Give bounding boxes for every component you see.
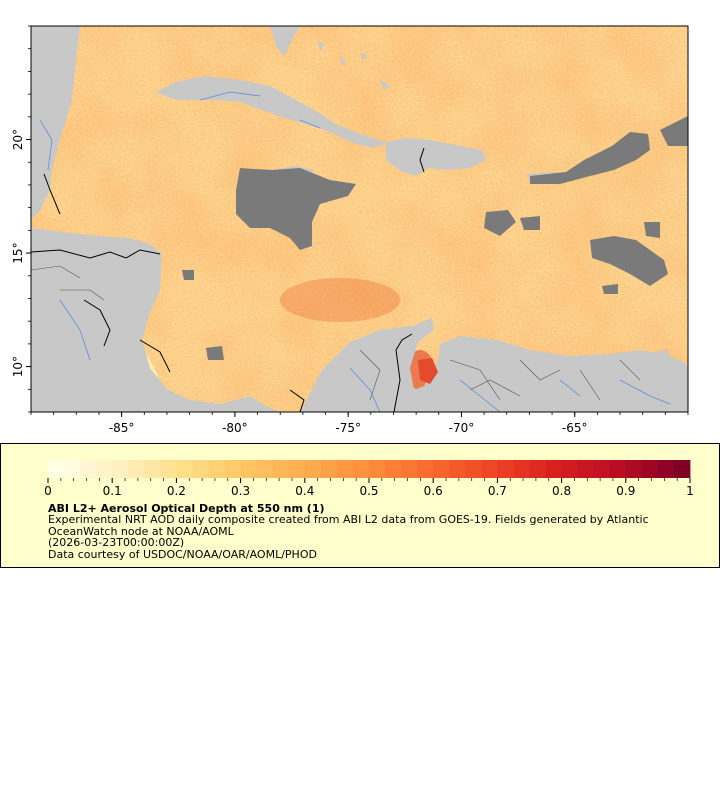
colorbar-swatch bbox=[593, 460, 611, 478]
legend-line-3: (2026-03-23T00:00:00Z) bbox=[48, 536, 185, 549]
colorbar-tick-label: 0 bbox=[44, 484, 52, 498]
legend-line-2: OceanWatch node at NOAA/AOML bbox=[48, 524, 234, 538]
land-bahamas bbox=[318, 40, 390, 90]
x-tick-label: -70° bbox=[449, 421, 475, 435]
legend-title: ABI L2+ Aerosol Optical Depth at 550 nm … bbox=[48, 502, 325, 515]
missing-data-area bbox=[484, 210, 540, 236]
colorbar-tick-label: 0.6 bbox=[424, 484, 443, 498]
colorbar-tick-label: 0.1 bbox=[103, 484, 122, 498]
colorbar-swatch bbox=[417, 460, 434, 478]
colorbar-swatch bbox=[385, 460, 402, 478]
map-frame bbox=[30, 25, 689, 413]
land-central-america bbox=[31, 26, 280, 412]
missing-data-area bbox=[530, 132, 650, 184]
x-axis: -85° -80° -75° -70° -65° bbox=[30, 412, 689, 435]
legend-description: Experimental NRT AOD daily composite cre… bbox=[48, 514, 688, 560]
y-tick-label: 20° bbox=[11, 129, 25, 150]
colorbar-swatch bbox=[272, 460, 290, 478]
colorbar-swatch bbox=[336, 460, 354, 478]
colorbar-swatch bbox=[433, 460, 450, 478]
land-hispaniola bbox=[386, 138, 486, 176]
missing-data-area bbox=[660, 116, 688, 146]
colorbar-swatch bbox=[144, 460, 161, 478]
missing-data-area bbox=[602, 222, 660, 294]
colorbar: 0 0.1 0.2 0.3 0.4 0.5 0.6 0.7 0.8 0.9 1 bbox=[44, 460, 694, 498]
colorbar-swatch bbox=[256, 460, 274, 478]
land-florida bbox=[270, 26, 300, 56]
colorbar-swatch bbox=[577, 460, 595, 478]
colorbar-swatch bbox=[545, 460, 562, 478]
colorbar-tick-label: 0.8 bbox=[552, 484, 571, 498]
colorbar-swatch bbox=[561, 460, 579, 478]
y-tick-label: 10° bbox=[11, 356, 25, 377]
legend-line-4: Data courtesy of USDOC/NOAA/OAR/AOML/PHO… bbox=[48, 547, 317, 561]
land-trinidad bbox=[652, 350, 670, 364]
colorbar-swatch bbox=[112, 460, 129, 478]
colorbar-swatch bbox=[64, 460, 81, 478]
colorbar-swatch bbox=[192, 460, 209, 478]
colorbar-swatch bbox=[641, 460, 659, 478]
legend-line-1: Experimental NRT AOD daily composite cre… bbox=[48, 513, 649, 526]
colorbar-tick-label: 0.7 bbox=[488, 484, 507, 498]
colorbar-swatch bbox=[673, 460, 691, 478]
colorbar-swatch bbox=[513, 460, 530, 478]
y-tick-label: 15° bbox=[11, 242, 25, 263]
colorbar-swatch bbox=[481, 460, 498, 478]
colorbar-swatch bbox=[529, 460, 546, 478]
land-cuba bbox=[156, 76, 388, 148]
rivers bbox=[39, 91, 671, 412]
high-aod-area bbox=[280, 278, 400, 322]
colorbar-swatch bbox=[240, 460, 258, 478]
country-borders bbox=[31, 147, 425, 412]
colorbar-swatch bbox=[657, 460, 675, 478]
colorbar-tick-label: 0.5 bbox=[359, 484, 378, 498]
colorbar-swatch bbox=[176, 460, 193, 478]
lake-maracaibo bbox=[418, 358, 438, 384]
legend-panel: 0 0.1 0.2 0.3 0.4 0.5 0.6 0.7 0.8 0.9 1 ABI L2+ Ae… bbox=[0, 443, 720, 568]
colorbar-swatch bbox=[609, 460, 627, 478]
admin-borders bbox=[31, 265, 641, 401]
colorbar-swatch bbox=[304, 460, 322, 478]
colorbar-swatch bbox=[160, 460, 177, 478]
missing-data-area bbox=[182, 270, 224, 360]
colorbar-swatch bbox=[497, 460, 514, 478]
colorbar-tick-label: 1 bbox=[686, 484, 694, 498]
colorbar-tick-label: 0.9 bbox=[616, 484, 635, 498]
colorbar-swatch bbox=[48, 460, 65, 478]
colorbar-swatch bbox=[625, 460, 643, 478]
colorbar-tick-label: 0.2 bbox=[167, 484, 186, 498]
colorbar-swatch bbox=[208, 460, 225, 478]
x-tick-label: -65° bbox=[562, 421, 588, 435]
colorbar-swatch bbox=[288, 460, 306, 478]
colorbar-swatch bbox=[401, 460, 418, 478]
colorbar-swatch bbox=[449, 460, 466, 478]
colorbar-tick-label: 0.3 bbox=[231, 484, 250, 498]
land-south-america bbox=[300, 318, 688, 412]
colorbar-swatch bbox=[352, 460, 370, 478]
x-tick-label: -75° bbox=[335, 421, 361, 435]
colorbar-swatch bbox=[465, 460, 482, 478]
missing-data-area bbox=[590, 236, 668, 286]
colorbar-swatch bbox=[96, 460, 113, 478]
colorbar-swatch bbox=[128, 460, 145, 478]
y-axis: 20° 15° 10° bbox=[11, 25, 31, 413]
x-tick-label: -80° bbox=[222, 421, 248, 435]
colorbar-swatch bbox=[320, 460, 338, 478]
colorbar-tick-label: 0.4 bbox=[295, 484, 314, 498]
aod-map: -85° -80° -75° -70° -65° 20° 15° 10° bbox=[11, 25, 689, 435]
colorbar-swatch bbox=[224, 460, 241, 478]
missing-data-area bbox=[236, 168, 356, 250]
colorbar-swatch bbox=[80, 460, 97, 478]
x-tick-label: -85° bbox=[109, 421, 135, 435]
colorbar-swatch bbox=[369, 460, 386, 478]
